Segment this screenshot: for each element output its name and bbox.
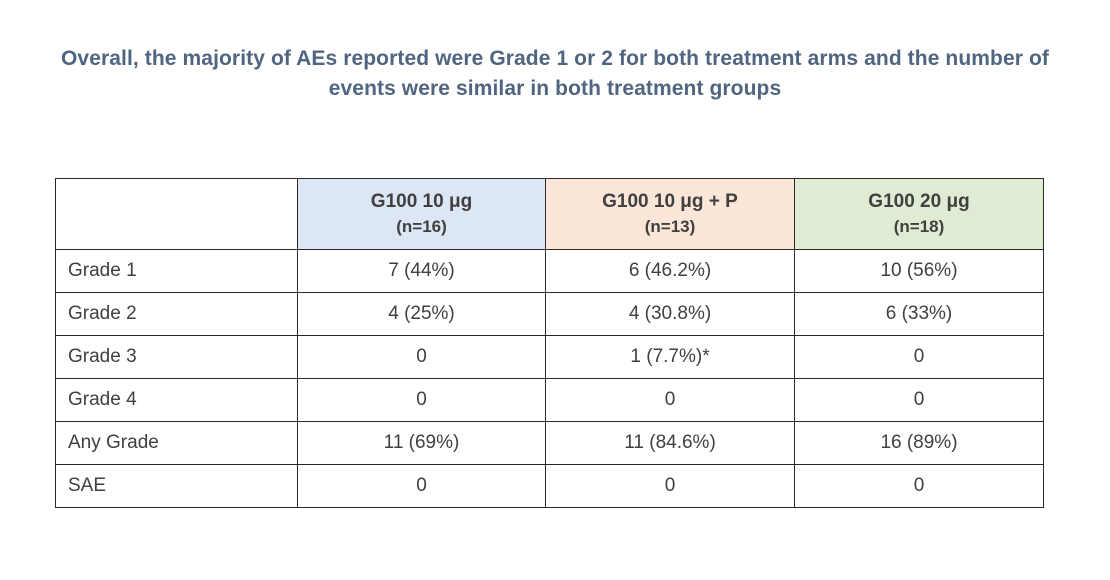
arm-sample-size: (n=18) (893, 217, 945, 236)
table-cell: 0 (545, 464, 795, 508)
table-cell: 1 (7.7%)* (545, 335, 795, 379)
header-arm-1: G100 10 μg (n=16) (297, 178, 546, 250)
table-row-any-grade: Any Grade 11 (69%) 11 (84.6%) 16 (89%) (55, 421, 1044, 465)
row-label: Grade 2 (55, 292, 298, 336)
header-arm-3: G100 20 μg (n=18) (794, 178, 1044, 250)
table-cell: 0 (794, 335, 1044, 379)
row-label: Grade 1 (55, 249, 298, 293)
row-label: Any Grade (55, 421, 298, 465)
table-cell: 7 (44%) (297, 249, 546, 293)
table-cell: 0 (794, 378, 1044, 422)
table-cell: 0 (297, 335, 546, 379)
table-cell: 0 (794, 464, 1044, 508)
row-label: SAE (55, 464, 298, 508)
table-row-grade-4: Grade 4 0 0 0 (55, 378, 1044, 422)
row-label: Grade 4 (55, 378, 298, 422)
table-cell: 11 (69%) (297, 421, 546, 465)
headline-line-2: events were similar in both treatment gr… (328, 77, 782, 100)
table-cell: 16 (89%) (794, 421, 1044, 465)
table-header-row: G100 10 μg (n=16) G100 10 μg + P (n=13) … (55, 178, 1044, 250)
slide-headline: Overall, the majority of AEs reported we… (0, 44, 1110, 104)
table-cell: 0 (297, 378, 546, 422)
table-cell: 4 (25%) (297, 292, 546, 336)
header-corner-cell (55, 178, 298, 250)
arm-sample-size: (n=13) (644, 217, 696, 236)
arm-name: G100 10 μg (370, 191, 473, 212)
table-row-grade-2: Grade 2 4 (25%) 4 (30.8%) 6 (33%) (55, 292, 1044, 336)
table-row-sae: SAE 0 0 0 (55, 464, 1044, 508)
table-row-grade-1: Grade 1 7 (44%) 6 (46.2%) 10 (56%) (55, 249, 1044, 293)
table-cell: 6 (46.2%) (545, 249, 795, 293)
table-cell: 0 (545, 378, 795, 422)
arm-sample-size: (n=16) (396, 217, 447, 236)
adverse-events-table: G100 10 μg (n=16) G100 10 μg + P (n=13) … (55, 178, 1044, 508)
arm-name: G100 20 μg (868, 191, 970, 212)
headline-line-1: Overall, the majority of AEs reported we… (61, 47, 1049, 70)
table-cell: 4 (30.8%) (545, 292, 795, 336)
arm-name: G100 10 μg + P (602, 191, 738, 212)
table-cell: 11 (84.6%) (545, 421, 795, 465)
table-cell: 10 (56%) (794, 249, 1044, 293)
row-label: Grade 3 (55, 335, 298, 379)
table-row-grade-3: Grade 3 0 1 (7.7%)* 0 (55, 335, 1044, 379)
header-arm-2: G100 10 μg + P (n=13) (545, 178, 795, 250)
table-cell: 0 (297, 464, 546, 508)
table-cell: 6 (33%) (794, 292, 1044, 336)
